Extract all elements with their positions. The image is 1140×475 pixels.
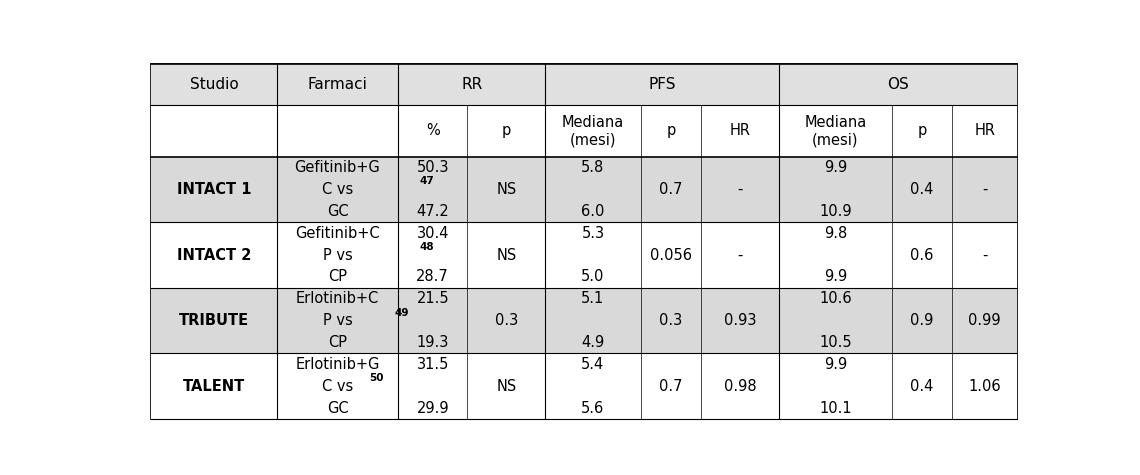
Text: INTACT 1: INTACT 1 [177,182,251,197]
Text: C vs: C vs [321,182,353,197]
Text: P vs: P vs [323,247,352,263]
Text: 0.4: 0.4 [910,379,934,394]
Text: -: - [738,182,743,197]
Text: 0.9: 0.9 [910,313,934,328]
Text: C vs: C vs [321,379,353,394]
Text: 5.4: 5.4 [581,357,604,372]
Text: GC: GC [327,204,349,219]
Text: 50: 50 [369,373,383,383]
Text: Mediana
(mesi): Mediana (mesi) [562,114,624,147]
Text: 0.7: 0.7 [659,379,683,394]
Bar [152,222,1017,288]
Text: p: p [918,124,927,138]
Text: P vs: P vs [323,313,352,328]
Text: NS: NS [496,379,516,394]
Text: 30.4: 30.4 [416,226,449,241]
Text: 5.1: 5.1 [581,291,604,306]
Bar [152,288,1017,353]
Text: 0.7: 0.7 [659,182,683,197]
Text: 1.06: 1.06 [968,379,1001,394]
Text: INTACT 2: INTACT 2 [177,247,251,263]
Text: 5.6: 5.6 [581,400,604,416]
Text: CP: CP [328,269,347,285]
Text: 0.6: 0.6 [910,247,934,263]
Text: HR: HR [975,124,995,138]
Text: Studio: Studio [189,77,238,92]
Text: %: % [426,124,440,138]
Text: 10.6: 10.6 [819,291,852,306]
Text: -: - [982,247,987,263]
Text: 29.9: 29.9 [416,400,449,416]
Text: 5.8: 5.8 [581,160,604,175]
Text: 0.3: 0.3 [495,313,518,328]
Text: Erlotinib+C: Erlotinib+C [296,291,380,306]
Text: -: - [738,247,743,263]
Text: 0.3: 0.3 [659,313,683,328]
Text: 28.7: 28.7 [416,269,449,285]
Text: 5.3: 5.3 [581,226,604,241]
Text: 4.9: 4.9 [581,335,604,350]
Text: 0.93: 0.93 [724,313,756,328]
Text: TALENT: TALENT [184,379,245,394]
Text: PFS: PFS [649,77,676,92]
Text: 5.0: 5.0 [581,269,604,285]
Text: 47.2: 47.2 [416,204,449,219]
Text: 9.9: 9.9 [824,160,847,175]
Text: Erlotinib+G: Erlotinib+G [295,357,380,372]
Bar [152,157,1017,222]
Text: 10.9: 10.9 [819,204,852,219]
Text: 9.8: 9.8 [824,226,847,241]
Text: 9.9: 9.9 [824,357,847,372]
Text: p: p [666,124,676,138]
Text: 0.056: 0.056 [650,247,692,263]
Text: 21.5: 21.5 [416,291,449,306]
Text: Mediana
(mesi): Mediana (mesi) [804,114,866,147]
Text: 31.5: 31.5 [416,357,449,372]
Text: GC: GC [327,400,349,416]
Text: 6.0: 6.0 [581,204,604,219]
Text: 48: 48 [420,242,434,252]
Text: 49: 49 [394,308,409,318]
Text: p: p [502,124,511,138]
Text: 0.98: 0.98 [724,379,757,394]
Text: NS: NS [496,247,516,263]
Text: 19.3: 19.3 [416,335,449,350]
Bar [152,64,1017,105]
Text: 50.3: 50.3 [416,160,449,175]
Text: TRIBUTE: TRIBUTE [179,313,250,328]
Text: Gefitinib+C: Gefitinib+C [295,226,380,241]
Text: NS: NS [496,182,516,197]
Text: 47: 47 [420,176,434,186]
Text: Gefitinib+G: Gefitinib+G [294,160,381,175]
Text: 0.4: 0.4 [910,182,934,197]
Text: OS: OS [887,77,909,92]
Text: 10.5: 10.5 [819,335,852,350]
Text: -: - [982,182,987,197]
Text: 0.99: 0.99 [968,313,1001,328]
Bar [152,353,1017,419]
Text: RR: RR [461,77,482,92]
Text: 9.9: 9.9 [824,269,847,285]
Bar [152,105,1017,157]
Text: 10.1: 10.1 [819,400,852,416]
Text: HR: HR [730,124,750,138]
Text: Farmaci: Farmaci [308,77,367,92]
Text: CP: CP [328,335,347,350]
